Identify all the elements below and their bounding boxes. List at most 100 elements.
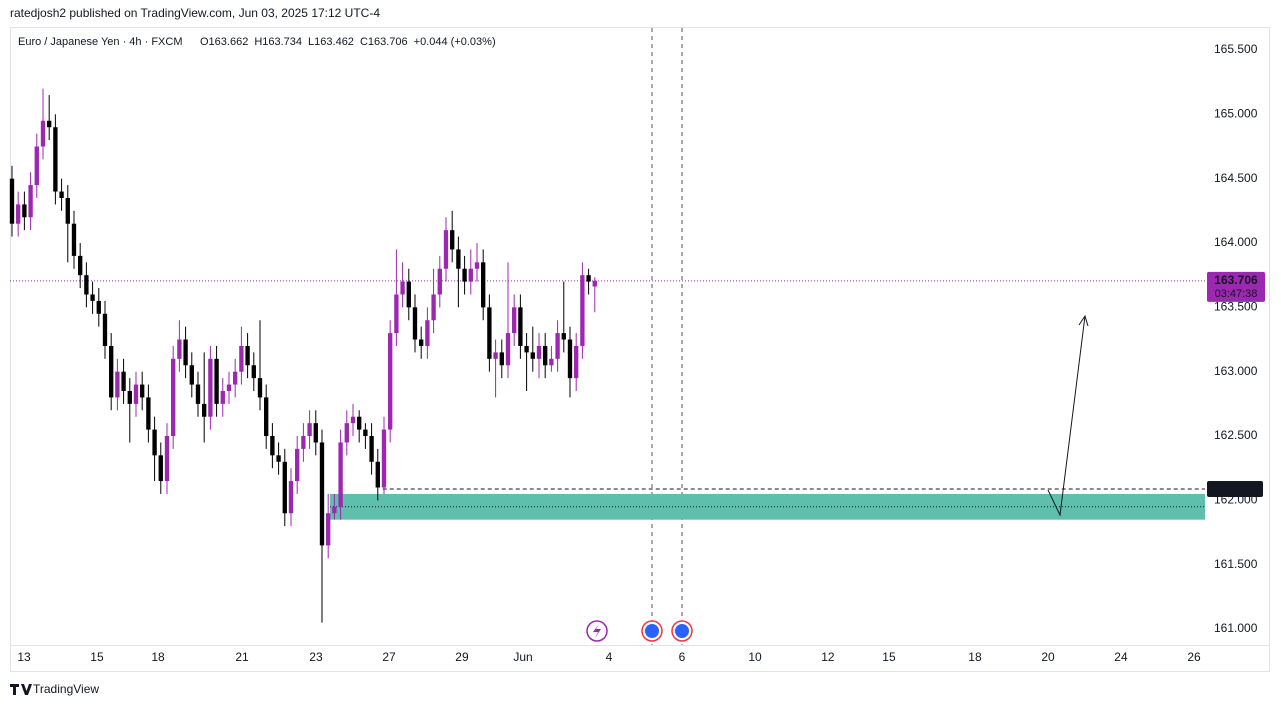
event-icon-globe: [645, 624, 659, 638]
candle-body: [102, 313, 108, 346]
logo: [10, 684, 32, 695]
candle-body: [419, 339, 424, 346]
candle-body: [363, 429, 368, 437]
candle-body: [375, 461, 380, 488]
y-tick-label: 165.000: [1214, 107, 1258, 121]
candle-body: [220, 390, 225, 404]
candle-body: [16, 204, 21, 224]
candle-body: [214, 358, 219, 404]
plot: 161.000161.500162.000162.500163.000163.5…: [9, 42, 1265, 664]
candle-body: [202, 403, 207, 417]
candle-body: [288, 481, 294, 514]
candle-body: [574, 345, 579, 379]
candle-body: [586, 275, 591, 282]
candle-body: [555, 333, 560, 359]
candle-body: [462, 268, 467, 282]
x-tick-label: 18: [968, 650, 982, 664]
candle-body: [406, 281, 411, 308]
candle-body: [431, 294, 436, 321]
x-tick-label: 15: [882, 650, 896, 664]
countdown-label: 03:47:38: [1215, 288, 1258, 300]
candle-body: [400, 281, 405, 295]
x-tick-label: 10: [748, 650, 762, 664]
candle-body: [226, 384, 232, 391]
candle-body: [195, 384, 201, 404]
chart-frame: [10, 27, 1270, 672]
candle-body: [127, 390, 132, 404]
candle-body: [524, 345, 529, 353]
candle-body: [549, 358, 554, 366]
projection-arrow: [1078, 314, 1089, 327]
candle-body: [133, 384, 139, 404]
candle-body: [90, 294, 95, 301]
event-icon-globe: [675, 624, 689, 638]
candle-body: [208, 358, 213, 417]
candle-body: [251, 365, 256, 379]
candle-body: [152, 429, 157, 456]
candle-body: [505, 333, 511, 366]
candle-body: [450, 230, 455, 250]
y-tick-label: 162.500: [1214, 428, 1258, 442]
candle-body: [350, 416, 356, 424]
candle-body: [264, 397, 269, 437]
projection-path: [1047, 315, 1086, 517]
candle-body: [245, 345, 250, 366]
candle-body: [96, 300, 101, 314]
candle-body: [394, 294, 399, 334]
candle-body: [171, 358, 176, 437]
candle-body: [115, 371, 120, 398]
legend-value: +0.044 (+0.03%): [414, 36, 496, 48]
candle-body: [425, 320, 430, 346]
candle-body: [53, 127, 58, 192]
y-tick-label: 165.500: [1214, 42, 1258, 56]
candle-body: [28, 185, 33, 218]
candle-body: [282, 461, 287, 514]
candle-body: [468, 268, 473, 282]
candle-body: [34, 146, 39, 186]
candle-body: [357, 416, 362, 430]
candle-body: [567, 339, 573, 379]
candle-body: [146, 397, 151, 430]
candle-body: [140, 384, 145, 398]
candle-body: [332, 506, 337, 514]
candle-body: [164, 436, 170, 482]
candle-body: [592, 280, 597, 287]
candle-body: [78, 255, 83, 276]
candle-body: [276, 455, 281, 462]
x-tick-label: 12: [821, 650, 835, 664]
candle-body: [71, 223, 77, 256]
candle-body: [388, 333, 393, 430]
candle-body: [518, 307, 523, 346]
candle-body: [512, 307, 517, 334]
event-icon-bolt: [593, 624, 601, 638]
legend-value: O163.662: [200, 36, 248, 48]
brand: TradingView: [33, 682, 99, 696]
candle-body: [456, 249, 461, 269]
last-price-label: 163.706: [1214, 273, 1258, 287]
candle-body: [84, 275, 89, 295]
last-price-badge: [1207, 271, 1265, 302]
candle-body: [412, 307, 418, 340]
x-tick-label: 15: [90, 650, 104, 664]
level-badge: [1207, 481, 1263, 498]
candle-body: [158, 455, 163, 482]
candle-body: [233, 371, 238, 385]
candle-body: [189, 365, 194, 385]
candle-body: [493, 352, 498, 359]
candle-body: [307, 423, 312, 437]
candle-body: [481, 262, 486, 308]
candle-body: [239, 345, 244, 372]
candle-body: [109, 345, 114, 398]
candle-body: [437, 268, 442, 295]
candle-body: [381, 429, 387, 488]
candle-body: [536, 345, 542, 359]
candle-body: [270, 436, 275, 456]
candle-body: [344, 423, 349, 443]
legend-value: L163.462: [308, 36, 354, 48]
candle-body: [443, 230, 449, 269]
y-tick-label: 164.500: [1214, 171, 1258, 185]
y-tick-label: 161.000: [1214, 621, 1258, 635]
x-tick-label: 23: [309, 650, 323, 664]
candle-body: [487, 307, 492, 359]
